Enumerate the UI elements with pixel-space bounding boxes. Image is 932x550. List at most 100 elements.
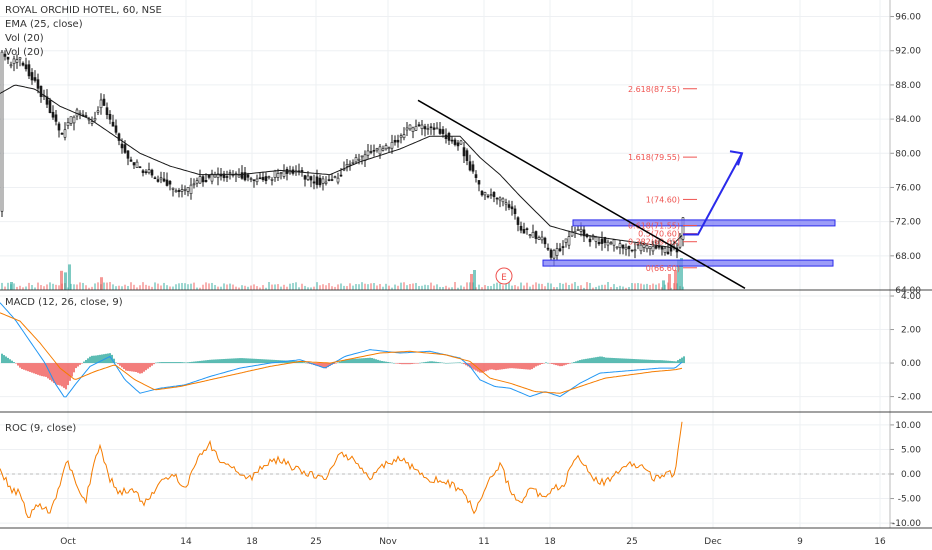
macd-hist-bar xyxy=(507,363,509,369)
macd-hist-bar xyxy=(209,359,211,364)
volume-bar xyxy=(208,283,210,290)
macd-hist-bar xyxy=(179,362,181,364)
volume-bar xyxy=(580,285,582,290)
price-tick-label: 64.00 xyxy=(895,286,921,296)
volume-bar xyxy=(160,285,162,290)
volume-bar xyxy=(601,284,603,290)
candle-body xyxy=(261,176,265,181)
price-tick-label: 72.00 xyxy=(895,218,921,228)
candle-body xyxy=(462,147,466,157)
candle-body xyxy=(159,177,163,180)
volume-bar xyxy=(148,285,150,290)
roc-legend[interactable]: ROC (9, close) xyxy=(5,422,76,436)
macd-hist-bar xyxy=(175,362,177,364)
volume-bar xyxy=(457,287,459,290)
volume-bar xyxy=(19,285,21,290)
macd-hist-bar xyxy=(291,360,293,364)
volume-bar-up xyxy=(680,258,683,290)
volume-bar xyxy=(274,284,276,290)
macd-hist-bar xyxy=(273,359,275,364)
macd-hist-bar xyxy=(221,359,223,364)
candle-body xyxy=(327,179,331,181)
volume-bar-up xyxy=(677,259,680,290)
drawing-zones[interactable] xyxy=(542,219,836,267)
candle-body xyxy=(120,143,124,149)
macd-hist-bar xyxy=(263,359,265,364)
earnings-marker[interactable]: E xyxy=(495,267,513,285)
candle-body xyxy=(345,164,349,167)
volume-bar xyxy=(562,283,564,290)
fib-level-label: 0.618(71.55) xyxy=(628,221,680,230)
volume-bar xyxy=(505,283,507,290)
candle-body xyxy=(228,172,232,175)
volume-bar xyxy=(247,286,249,290)
macd-hist-bar xyxy=(441,362,443,364)
volume-bar xyxy=(487,286,489,290)
macd-hist-bar xyxy=(639,359,641,364)
macd-hist-bar xyxy=(237,358,239,364)
macd-hist-bar xyxy=(133,363,135,372)
volume-bar xyxy=(499,283,501,290)
volume-bar xyxy=(184,283,186,290)
macd-line xyxy=(0,302,683,398)
macd-legend[interactable]: MACD (12, 26, close, 9) xyxy=(5,296,123,310)
macd-hist-bar xyxy=(113,358,115,364)
macd-hist-bar xyxy=(593,357,595,364)
macd-hist-bar xyxy=(353,358,355,364)
volume-bar xyxy=(91,286,93,290)
projection-arrow[interactable] xyxy=(683,152,743,236)
macd-hist-bar xyxy=(443,362,445,364)
ema-legend[interactable]: EMA (25, close) xyxy=(5,19,83,30)
macd-hist-bar xyxy=(673,361,675,364)
macd-hist-bar xyxy=(429,361,431,364)
volume-bar xyxy=(403,282,405,290)
vol-legend-2[interactable]: Vol (20) xyxy=(5,47,44,58)
macd-hist-bar xyxy=(515,363,517,369)
macd-hist-bar xyxy=(557,363,559,366)
candle-body xyxy=(516,217,520,225)
macd-hist-bar xyxy=(343,360,345,364)
candle-body xyxy=(54,114,58,122)
candle-body xyxy=(393,139,397,143)
volume-bar xyxy=(199,287,201,290)
macd-hist-bar xyxy=(605,357,607,364)
volume-bar xyxy=(346,286,348,290)
volume-bar xyxy=(439,286,441,290)
macd-hist-bar xyxy=(425,361,427,364)
volume-bar xyxy=(442,286,444,290)
candle-body xyxy=(90,121,94,124)
trendline[interactable] xyxy=(417,99,746,289)
macd-hist-bar xyxy=(649,359,651,364)
macd-hist-bar xyxy=(547,362,549,364)
volume-bar xyxy=(292,282,294,290)
symbol-title[interactable]: ROYAL ORCHID HOTEL, 60, NSE xyxy=(5,5,162,16)
vol-legend-1[interactable]: Vol (20) xyxy=(5,33,44,44)
volume-bar xyxy=(424,284,426,290)
candle-body xyxy=(537,237,541,240)
macd-hist-bar xyxy=(167,362,169,364)
price-tick-label: 92.00 xyxy=(895,47,921,57)
volume-bar xyxy=(433,285,435,290)
candle-body xyxy=(183,188,187,191)
macd-hist-bar xyxy=(319,363,321,367)
macd-hist-bar xyxy=(157,362,159,364)
volume-bar xyxy=(97,282,99,290)
volume-bar xyxy=(604,284,606,290)
volume-bar xyxy=(112,284,114,290)
volume-bar xyxy=(229,283,231,290)
macd-hist-bar xyxy=(433,361,435,364)
macd-hist-bar xyxy=(469,363,471,368)
fib-extension[interactable]: 2.618(87.55) 1.618(79.55) 1(74.60) 0.618(71… xyxy=(628,85,697,273)
volume-bar xyxy=(526,282,528,290)
candle-body xyxy=(0,51,4,212)
macd-hist-bar xyxy=(73,363,75,373)
earnings-icon[interactable] xyxy=(495,267,513,285)
macd-hist-bar xyxy=(89,356,91,364)
macd-hist-bar xyxy=(33,363,35,374)
volume-bar-up xyxy=(662,280,665,290)
candle-body xyxy=(132,162,136,166)
volume-bar xyxy=(508,282,510,290)
volume-bar xyxy=(226,284,228,290)
macd-hist-bar xyxy=(7,357,9,364)
